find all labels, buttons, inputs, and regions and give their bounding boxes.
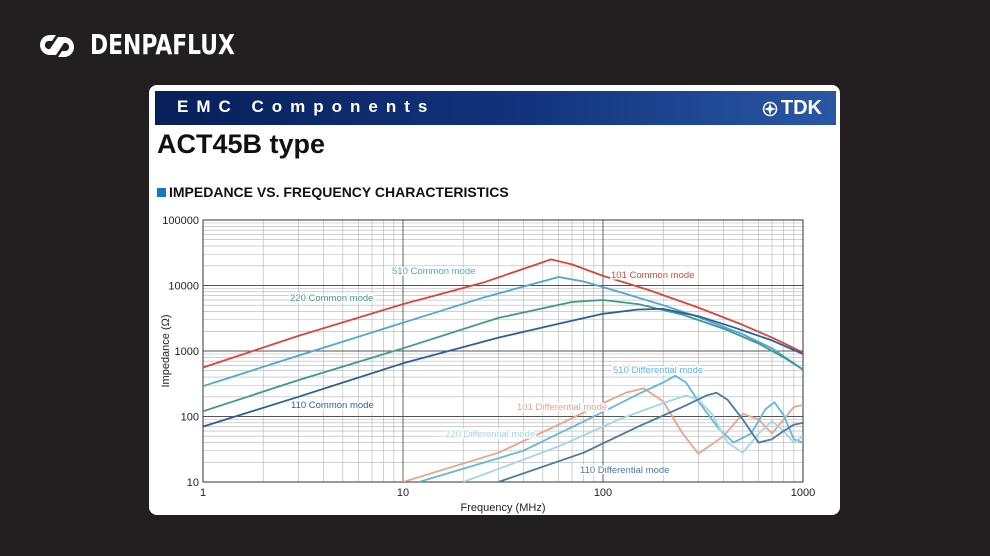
x-tick-label: 1000 — [791, 487, 815, 499]
series-line — [203, 276, 803, 388]
x-tick-label: 100 — [594, 487, 612, 499]
banner: EMC Components TDK — [155, 91, 836, 125]
series-line — [418, 374, 803, 482]
y-tick-label: 10000 — [168, 281, 199, 293]
series-label: 101 Differential mode — [517, 402, 607, 413]
y-tick-label: 100000 — [162, 215, 199, 227]
tdk-logo: TDK — [762, 97, 822, 120]
x-tick-label: 1 — [200, 487, 206, 499]
section-bullet-icon — [157, 187, 166, 197]
x-tick-label: 10 — [397, 487, 409, 499]
brand-name: DENPAFLUX — [90, 28, 235, 61]
section-title: IMPEDANCE VS. FREQUENCY CHARACTERISTICS — [169, 184, 509, 200]
series-label: 110 Common mode — [291, 400, 374, 411]
y-tick-label: 1000 — [175, 346, 199, 358]
series-label: 101 Common mode — [611, 270, 694, 281]
series-label: 220 Common mode — [290, 293, 373, 304]
y-tick-label: 100 — [181, 412, 199, 424]
series-label: 110 Differential mode — [580, 465, 669, 476]
series-line — [203, 299, 803, 413]
slide-card: EMC Components TDK ACT45B type IMPEDANCE… — [149, 85, 840, 515]
tdk-logo-text: TDK — [780, 97, 822, 119]
banner-title: EMC Components — [177, 97, 436, 116]
tdk-emblem-icon — [762, 101, 778, 116]
series-line — [498, 391, 803, 482]
denpaflux-logo-icon — [40, 34, 74, 57]
impedance-chart: 1 10 100 100010100100010000100000Frequency … — [160, 215, 815, 514]
y-axis-label: Impedance (Ω) — [160, 314, 172, 387]
plot-border — [202, 219, 804, 483]
x-axis-label: Frequency (MHz) — [461, 502, 546, 514]
series-label: 220 Differential mode — [445, 429, 535, 440]
y-tick-label: 10 — [187, 477, 199, 489]
series-line — [462, 394, 803, 482]
series-label: 510 Common mode — [392, 266, 475, 277]
brand-header: DENPAFLUX — [38, 28, 276, 61]
series-label: 510 Differential mode — [613, 365, 703, 376]
section-heading: IMPEDANCE VS. FREQUENCY CHARACTERISTICS — [157, 184, 509, 200]
series-line — [203, 258, 803, 369]
page-title: ACT45B type — [157, 129, 326, 159]
series-line — [203, 308, 803, 428]
